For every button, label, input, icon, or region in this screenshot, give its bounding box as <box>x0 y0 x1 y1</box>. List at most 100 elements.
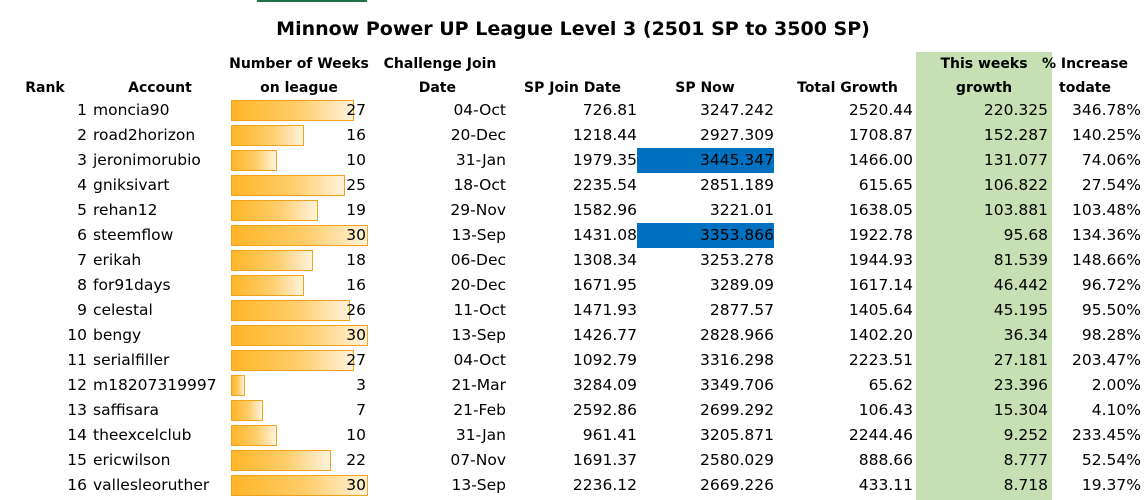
sp-join-cell[interactable]: 1671.95 <box>572 276 637 294</box>
increase-cell[interactable]: 2.00% <box>1091 376 1141 394</box>
challenge-join-date-cell[interactable]: 18-Oct <box>453 176 506 194</box>
total-growth-cell[interactable]: 2520.44 <box>848 101 913 119</box>
account-cell[interactable]: ericwilson <box>93 451 171 469</box>
sp-now-cell[interactable]: 3247.242 <box>700 101 774 119</box>
sp-join-cell[interactable]: 2592.86 <box>572 401 637 419</box>
sp-join-cell[interactable]: 1308.34 <box>572 251 637 269</box>
account-cell[interactable]: saffisara <box>93 401 160 419</box>
challenge-join-date-cell[interactable]: 04-Oct <box>453 101 506 119</box>
total-growth-cell[interactable]: 2223.51 <box>848 351 913 369</box>
account-cell[interactable]: theexcelclub <box>93 426 192 444</box>
increase-cell[interactable]: 346.78% <box>1072 101 1141 119</box>
account-cell[interactable]: celestal <box>93 301 153 319</box>
total-growth-cell[interactable]: 1405.64 <box>848 301 913 319</box>
weeks-cell[interactable]: 30 <box>346 326 366 344</box>
sp-now-cell[interactable]: 3253.278 <box>700 251 774 269</box>
total-growth-cell[interactable]: 1466.00 <box>848 151 913 169</box>
total-growth-cell[interactable]: 2244.46 <box>848 426 913 444</box>
total-growth-cell[interactable]: 1944.93 <box>848 251 913 269</box>
weeks-cell[interactable]: 7 <box>356 401 366 419</box>
increase-cell[interactable]: 4.10% <box>1091 401 1141 419</box>
sp-now-cell[interactable]: 3289.09 <box>709 276 774 294</box>
increase-cell[interactable]: 74.06% <box>1081 151 1141 169</box>
this-weeks-growth-cell[interactable]: 95.68 <box>1003 226 1048 244</box>
this-weeks-growth-cell[interactable]: 152.287 <box>983 126 1048 144</box>
increase-cell[interactable]: 96.72% <box>1081 276 1141 294</box>
weeks-cell[interactable]: 16 <box>346 126 366 144</box>
sp-join-cell[interactable]: 1582.96 <box>572 201 637 219</box>
sp-join-cell[interactable]: 1979.35 <box>572 151 637 169</box>
increase-cell[interactable]: 134.36% <box>1072 226 1141 244</box>
weeks-cell[interactable]: 10 <box>346 151 366 169</box>
sp-now-cell[interactable]: 2699.292 <box>700 401 774 419</box>
increase-cell[interactable]: 19.37% <box>1081 476 1141 494</box>
total-growth-cell[interactable]: 1402.20 <box>848 326 913 344</box>
sp-now-cell[interactable]: 3316.298 <box>700 351 774 369</box>
increase-cell[interactable]: 98.28% <box>1081 326 1141 344</box>
sp-now-cell[interactable]: 2851.189 <box>700 176 774 194</box>
rank-cell[interactable]: 7 <box>77 251 87 269</box>
account-cell[interactable]: gniksivart <box>93 176 170 194</box>
sp-now-cell[interactable]: 2927.309 <box>700 126 774 144</box>
account-cell[interactable]: road2horizon <box>93 126 196 144</box>
weeks-cell[interactable]: 16 <box>346 276 366 294</box>
account-cell[interactable]: rehan12 <box>93 201 158 219</box>
sp-now-cell[interactable]: 3221.01 <box>709 201 774 219</box>
this-weeks-growth-cell[interactable]: 8.777 <box>1003 451 1048 469</box>
sp-join-cell[interactable]: 1218.44 <box>572 126 637 144</box>
rank-cell[interactable]: 6 <box>77 226 87 244</box>
this-weeks-growth-cell[interactable]: 81.539 <box>993 251 1048 269</box>
rank-cell[interactable]: 13 <box>67 401 87 419</box>
rank-cell[interactable]: 2 <box>77 126 87 144</box>
sp-join-cell[interactable]: 2235.54 <box>572 176 637 194</box>
sp-now-cell[interactable]: 3353.866 <box>637 223 774 248</box>
rank-cell[interactable]: 15 <box>67 451 87 469</box>
weeks-cell[interactable]: 22 <box>346 451 366 469</box>
weeks-cell[interactable]: 30 <box>346 476 366 494</box>
increase-cell[interactable]: 203.47% <box>1072 351 1141 369</box>
challenge-join-date-cell[interactable]: 11-Oct <box>453 301 506 319</box>
sp-now-cell[interactable]: 2580.029 <box>700 451 774 469</box>
challenge-join-date-cell[interactable]: 31-Jan <box>455 426 506 444</box>
challenge-join-date-cell[interactable]: 21-Feb <box>453 401 506 419</box>
sp-join-cell[interactable]: 2236.12 <box>572 476 637 494</box>
sp-now-cell[interactable]: 2669.226 <box>700 476 774 494</box>
account-cell[interactable]: erikah <box>93 251 142 269</box>
rank-cell[interactable]: 8 <box>77 276 87 294</box>
rank-cell[interactable]: 5 <box>77 201 87 219</box>
sp-join-cell[interactable]: 1691.37 <box>572 451 637 469</box>
account-cell[interactable]: jeronimorubio <box>93 151 201 169</box>
challenge-join-date-cell[interactable]: 04-Oct <box>453 351 506 369</box>
account-cell[interactable]: moncia90 <box>93 101 170 119</box>
challenge-join-date-cell[interactable]: 20-Dec <box>450 276 506 294</box>
total-growth-cell[interactable]: 106.43 <box>858 401 913 419</box>
total-growth-cell[interactable]: 1617.14 <box>848 276 913 294</box>
weeks-cell[interactable]: 3 <box>356 376 366 394</box>
sp-join-cell[interactable]: 3284.09 <box>572 376 637 394</box>
weeks-cell[interactable]: 27 <box>346 351 366 369</box>
this-weeks-growth-cell[interactable]: 220.325 <box>983 101 1048 119</box>
account-cell[interactable]: for91days <box>93 276 171 294</box>
rank-cell[interactable]: 3 <box>77 151 87 169</box>
total-growth-cell[interactable]: 433.11 <box>858 476 913 494</box>
weeks-cell[interactable]: 10 <box>346 426 366 444</box>
this-weeks-growth-cell[interactable]: 46.442 <box>993 276 1048 294</box>
sp-now-cell[interactable]: 3205.871 <box>700 426 774 444</box>
challenge-join-date-cell[interactable]: 13-Sep <box>451 326 506 344</box>
weeks-cell[interactable]: 27 <box>346 101 366 119</box>
weeks-cell[interactable]: 19 <box>346 201 366 219</box>
rank-cell[interactable]: 4 <box>77 176 87 194</box>
sp-now-cell[interactable]: 2828.966 <box>700 326 774 344</box>
this-weeks-growth-cell[interactable]: 131.077 <box>983 151 1048 169</box>
total-growth-cell[interactable]: 65.62 <box>868 376 913 394</box>
this-weeks-growth-cell[interactable]: 8.718 <box>1003 476 1048 494</box>
rank-cell[interactable]: 9 <box>77 301 87 319</box>
sp-join-cell[interactable]: 726.81 <box>582 101 637 119</box>
rank-cell[interactable]: 11 <box>67 351 87 369</box>
account-cell[interactable]: steemflow <box>93 226 174 244</box>
weeks-cell[interactable]: 30 <box>346 226 366 244</box>
weeks-cell[interactable]: 26 <box>346 301 366 319</box>
this-weeks-growth-cell[interactable]: 45.195 <box>993 301 1048 319</box>
sp-now-cell[interactable]: 3349.706 <box>700 376 774 394</box>
challenge-join-date-cell[interactable]: 21-Mar <box>451 376 506 394</box>
